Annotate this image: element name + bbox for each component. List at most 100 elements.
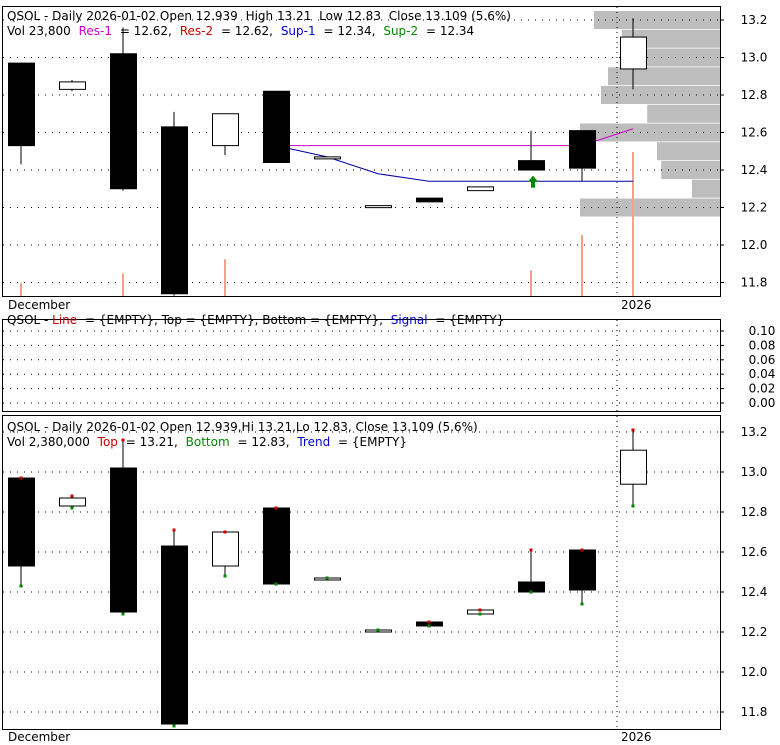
bottom-marker — [325, 576, 329, 580]
volume-bar — [224, 259, 226, 296]
top-label: Top — [97, 435, 118, 449]
price-panel-header: QSOL - Daily 2026-01-02 Open 12.939 High… — [7, 9, 511, 23]
volume-profile-bar — [692, 179, 720, 198]
bottom-marker — [478, 612, 482, 616]
res2-value: = 12.62, — [221, 24, 273, 38]
top-marker — [172, 528, 176, 532]
indicator-panel-header: QSOL - Line = {EMPTY}, Top = {EMPTY}, Bo… — [7, 313, 504, 327]
candle-up — [314, 156, 341, 160]
price-panel-levels: Vol 23,800 Res-1 = 12.62, Res-2 = 12.62,… — [7, 24, 474, 38]
bottom-marker — [223, 574, 227, 578]
candle-up — [59, 81, 86, 90]
candle-down — [263, 90, 290, 163]
y-tick-label: 12.4 — [741, 585, 768, 599]
y-tick-label: 0.06 — [749, 353, 776, 367]
volume-profile-bar — [594, 11, 720, 29]
y-tick-label: 12.4 — [741, 163, 768, 177]
candle-up — [212, 113, 239, 147]
bottom-marker — [376, 628, 380, 632]
res1-value: = 12.62, — [120, 24, 172, 38]
y-tick-label: 12.2 — [741, 201, 768, 215]
trend-label: Trend — [296, 435, 330, 449]
topbottom-candles — [8, 428, 647, 728]
bottom-marker — [631, 504, 635, 508]
header-low: Low 12.83 — [319, 9, 381, 23]
candle-up — [620, 449, 647, 485]
volume-profile-bar — [647, 104, 720, 123]
y-tick-label: 12.8 — [741, 88, 768, 102]
price-y-axis: 13.2 13.0 12.8 12.6 12.4 12.2 12.0 11.8 — [720, 13, 767, 290]
volume-bar — [122, 273, 124, 296]
y-tick-label: 12.0 — [741, 665, 768, 679]
candle-up — [620, 36, 647, 70]
candle-down — [518, 160, 545, 171]
y-tick-label: 0.10 — [749, 324, 776, 338]
volume-label: Vol 23,800 — [7, 24, 71, 38]
indicator-panel-frame — [2, 319, 721, 412]
res1-label: Res-1 — [79, 24, 112, 38]
volume-bar — [581, 235, 583, 296]
y-tick-label: 13.0 — [741, 465, 768, 479]
candle-down — [8, 62, 35, 147]
sup2-label: Sup-2 — [383, 24, 418, 38]
candle-down — [569, 549, 596, 591]
sup2-value: = 12.34 — [426, 24, 474, 38]
indicator-y-axis: 0.100.080.060.040.020.00 — [720, 324, 775, 410]
support-line — [275, 145, 633, 182]
bottom-marker — [172, 724, 176, 728]
bottom-marker — [529, 590, 533, 594]
indicator-title: QSOL - — [7, 313, 52, 327]
trend-value: = {EMPTY} — [338, 435, 407, 449]
y-tick-label: 13.2 — [741, 425, 768, 439]
candle-down — [161, 545, 188, 725]
candle-up — [212, 531, 239, 567]
header-title: QSOL - Daily 2026-01-02 Open 12.939 — [7, 9, 238, 23]
topbottom-panel-header: QSOL - Daily 2026-01-02 Open 12.939,Hi 1… — [7, 420, 478, 434]
y-tick-label: 12.0 — [741, 238, 768, 252]
candle-down — [569, 130, 596, 169]
candle-up — [59, 497, 86, 507]
price-x-label-december: December — [8, 298, 70, 312]
volume-profile-bar — [608, 67, 720, 86]
topbottom-panel-levels: Vol 2,380,000 Top = 13.21, Bottom = 12.8… — [7, 435, 407, 449]
y-tick-label: 11.8 — [741, 276, 768, 290]
sup1-label: Sup-1 — [281, 24, 316, 38]
volume-profile-bar — [580, 123, 720, 142]
y-tick-label: 13.0 — [741, 51, 768, 65]
top-value: = 13.21, — [126, 435, 178, 449]
y-tick-label: 0.08 — [749, 338, 776, 352]
topbottom-y-axis: 13.2 13.0 12.8 12.6 12.4 12.2 12.0 11.8 — [720, 425, 767, 719]
candle-down — [110, 53, 137, 190]
bottom-value: = 12.83, — [237, 435, 289, 449]
y-tick-label: 12.2 — [741, 625, 768, 639]
y-tick-label: 11.8 — [741, 705, 768, 719]
bottom-label: Bottom — [186, 435, 230, 449]
indicator-signal-value: = {EMPTY} — [435, 313, 504, 327]
candle-down — [110, 467, 137, 613]
bottom-marker — [19, 584, 23, 588]
indicator-panel-grid — [3, 320, 720, 411]
volume-profile-bar — [580, 198, 720, 217]
top-marker — [19, 476, 23, 480]
candle-up — [365, 205, 392, 209]
price-candles — [8, 18, 647, 296]
indicator-line-label: Line — [52, 313, 77, 327]
topbottom-x-label-2026: 2026 — [621, 730, 652, 744]
y-tick-label: 0.02 — [749, 382, 776, 396]
volume-profile-bar — [661, 161, 720, 179]
y-tick-label: 0.00 — [749, 396, 776, 410]
y-tick-label: 12.8 — [741, 505, 768, 519]
top-marker — [631, 428, 635, 432]
topbottom-x-label-december: December — [8, 730, 70, 744]
candle-down — [161, 126, 188, 295]
top-marker — [121, 438, 125, 442]
support-resistance-lines — [275, 128, 634, 182]
buy-arrow-icon — [528, 175, 538, 188]
bottom-marker — [427, 624, 431, 628]
bottom-marker — [274, 582, 278, 586]
candle-up — [467, 186, 494, 192]
indicator-signal-label: Signal — [391, 313, 428, 327]
sup1-value: = 12.34, — [323, 24, 375, 38]
bottom-marker — [580, 602, 584, 606]
